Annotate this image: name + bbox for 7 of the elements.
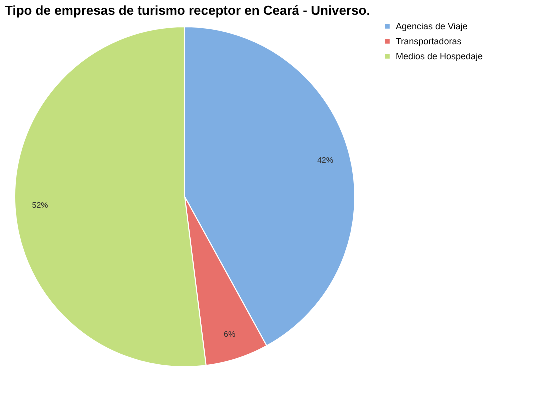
legend-label: Medios de Hospedaje <box>396 52 484 62</box>
chart-title: Tipo de empresas de turismo receptor en Ceará - Universo. <box>5 3 370 18</box>
data-label: 52% <box>32 201 48 210</box>
data-label: 42% <box>317 156 334 165</box>
data-label: 6% <box>224 330 236 339</box>
legend-label: Agencias de Viaje <box>396 22 468 32</box>
legend-label: Transportadoras <box>396 36 462 46</box>
